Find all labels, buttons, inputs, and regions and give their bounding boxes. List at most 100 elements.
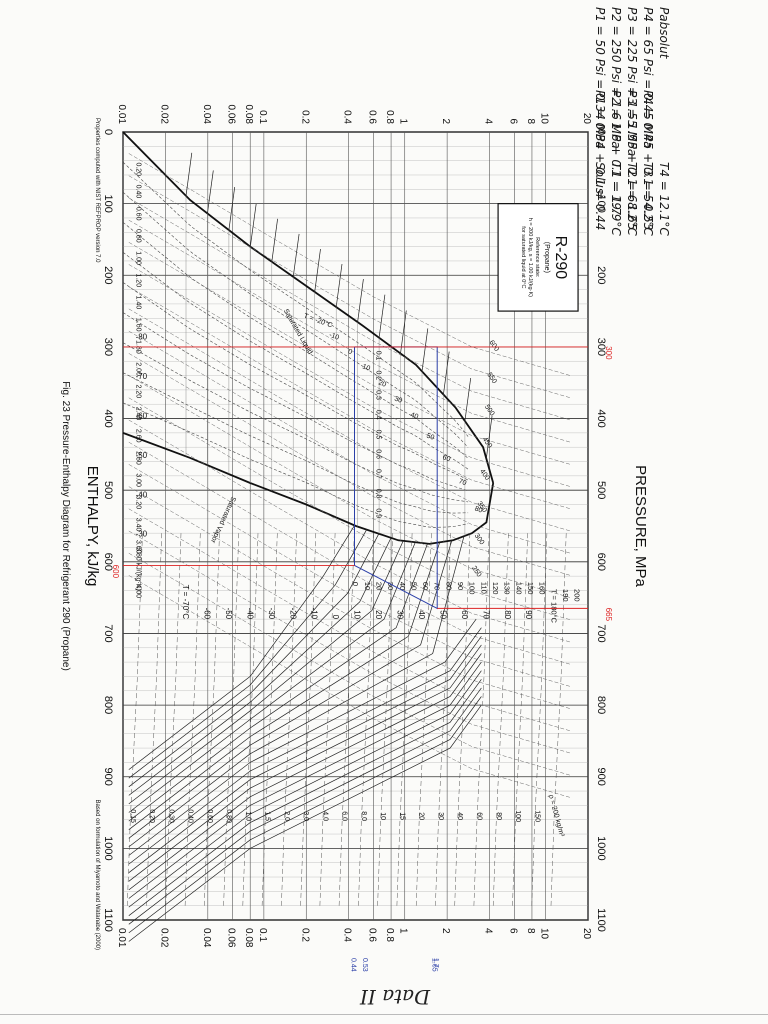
refrigeration-cycle xyxy=(354,346,438,610)
y-tick-label-right: 0.01 xyxy=(116,928,127,948)
y-tick-label-right: 0.04 xyxy=(201,928,212,948)
isotherm-label-vapor: 120 xyxy=(491,582,500,595)
x-tick-label-top: 300 xyxy=(595,338,607,356)
isotherm-label-liquid: -60 xyxy=(202,608,211,620)
legend-refrigerant-sub: (Propane) xyxy=(543,242,550,273)
isotherm-label-vapor: 30 xyxy=(386,582,395,590)
y-tick-label-left: 4 xyxy=(483,118,494,124)
isotherm-vapor xyxy=(128,636,482,873)
saturated-liquid-curve xyxy=(122,131,495,484)
isotherm-label-liquid: -10 xyxy=(310,608,319,620)
entropy-line xyxy=(128,330,571,554)
isotherm-label-vapor: 10 xyxy=(363,582,372,590)
quality-label: 0.9 xyxy=(375,508,382,518)
entropy-label: 1.40 xyxy=(135,296,142,310)
entropy-line xyxy=(128,219,571,443)
quality-line xyxy=(122,252,469,470)
quality-line xyxy=(122,161,469,437)
y-tick-label-right: 10 xyxy=(539,928,550,940)
entropy-line xyxy=(128,486,571,709)
isotherm-label-liquid: 80 xyxy=(503,610,512,619)
isotherm-vapor xyxy=(128,696,482,934)
y-tick-label-left: 10 xyxy=(539,113,550,125)
isotherm-vapor xyxy=(128,687,482,925)
isotherm-label-twophase: T = -20°C xyxy=(303,312,334,330)
x-tick-label-top: 1100 xyxy=(595,908,607,932)
density-label: 60 xyxy=(475,812,482,820)
x-tick-label-bottom: 1000 xyxy=(102,836,114,860)
isotherm-label-vapor: 100 xyxy=(468,582,477,595)
quality-label: 0.1 xyxy=(375,351,382,361)
quality-label: 0.4 xyxy=(375,410,382,420)
isotherm-label-liquid: -40 xyxy=(245,608,254,620)
entropy-label: 2.00 xyxy=(135,362,142,376)
isotherm-label-liquid: 20 xyxy=(374,610,383,619)
density-line xyxy=(454,533,471,906)
isotherm-label-twophase: 0 xyxy=(347,348,353,356)
entropy-line xyxy=(128,575,571,798)
density-line xyxy=(223,533,240,906)
x-tick-label-top: 500 xyxy=(595,481,607,499)
cycle-pressure-label: 0.44 xyxy=(350,958,357,972)
isotherm-label-liquid: 60 xyxy=(460,610,469,619)
legend-note-line: h = 200 kJ/kg, s = 1.00 kJ/(kg·K) xyxy=(527,218,533,297)
x-tick-label-bottom: 100 xyxy=(102,194,114,212)
quality-line xyxy=(122,282,469,481)
density-line xyxy=(550,533,567,906)
isotherm-vapor xyxy=(128,536,465,848)
entropy-line xyxy=(128,286,571,510)
isotherm-vapor xyxy=(128,540,404,805)
isotherm-liquid xyxy=(378,294,386,338)
entropy-line xyxy=(128,464,571,687)
cycle-pressure-label: 0.53 xyxy=(361,958,368,972)
density-line xyxy=(492,533,509,906)
note-line: Solusi xyxy=(593,162,607,198)
isotherm-vapor xyxy=(128,537,392,796)
y-axis-title: PRESSURE, MPa xyxy=(632,465,649,587)
isotherm-label-vapor: 40 xyxy=(398,582,407,590)
isotherm-vapor xyxy=(128,525,355,770)
x-tick-label-top: 900 xyxy=(595,768,607,786)
density-liquid-label: 550 xyxy=(485,371,497,385)
y-tick-label-left: 8 xyxy=(525,118,536,124)
isotherm-label-liquid: 0 xyxy=(331,615,340,620)
density-line xyxy=(165,533,182,906)
density-label: 8.0 xyxy=(360,811,367,821)
isotherm-liquid xyxy=(357,279,364,323)
legend-refrigerant: R-290 xyxy=(552,236,569,280)
handwritten-signature: Data II xyxy=(360,985,431,1009)
entropy-line xyxy=(128,197,571,421)
note-line: Pabsolut xyxy=(657,7,671,59)
density-line xyxy=(512,533,528,906)
isotherm-label-twophase: 10 xyxy=(361,363,371,372)
handwritten-notes: P1 = 50 Psi = 0.34 MPa P2 = 250 Psi = 1.6… xyxy=(593,2,703,302)
note-line: T2 = 68.2°C xyxy=(625,162,639,236)
isotherm-liquid xyxy=(249,203,257,247)
density-label: 40 xyxy=(456,812,463,820)
density-label: 1.0 xyxy=(244,811,251,821)
density-line xyxy=(377,533,394,906)
entropy-line xyxy=(128,353,571,576)
isotherm-liquid xyxy=(185,152,193,196)
isotherm-liquid xyxy=(421,328,429,372)
isotherm-vapor xyxy=(128,644,482,882)
isotherm-vapor xyxy=(128,529,368,779)
entropy-line xyxy=(128,264,571,487)
cycle-pressure-label: 1.65 xyxy=(430,958,437,972)
note-line: T1 = 19.9°C xyxy=(609,162,623,236)
isotherm-label-liquid: -50 xyxy=(224,608,233,620)
entropy-label: 2.80 xyxy=(135,451,142,465)
quality-label: 0.3 xyxy=(375,390,382,400)
cycle-h-label: 665 xyxy=(604,608,613,622)
density-label: 1.5 xyxy=(264,811,271,821)
x-tick-label-top: 1000 xyxy=(595,836,607,860)
isotherm-label-vapor: 60 xyxy=(421,582,430,590)
credit-left: Properties computed with NIST REFPROP ve… xyxy=(94,118,100,263)
x-tick-label-bottom: 500 xyxy=(102,481,114,499)
y-tick-label-right: 0.06 xyxy=(226,928,237,948)
entropy-label: 1.20 xyxy=(135,273,142,287)
y-tick-label-right: 1 xyxy=(398,928,409,934)
density-label: 3.0 xyxy=(302,811,309,821)
entropy-line xyxy=(128,242,571,465)
density-label: 10 xyxy=(379,812,386,820)
